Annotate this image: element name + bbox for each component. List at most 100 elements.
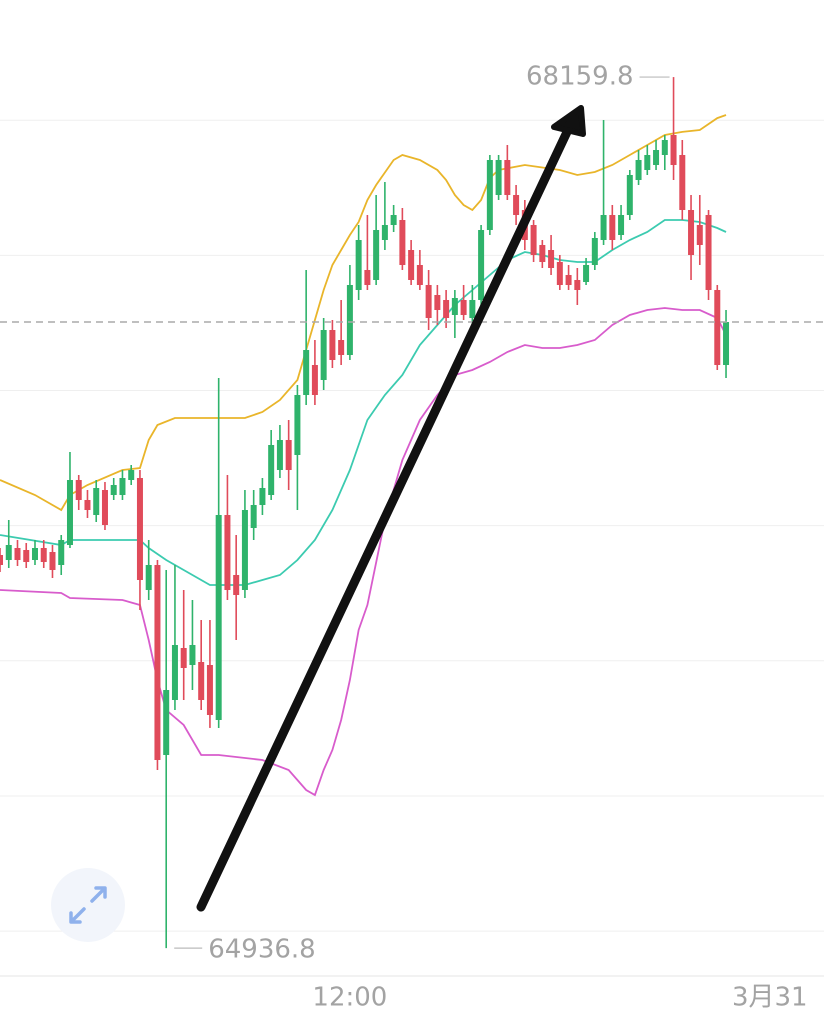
candle-body — [626, 175, 633, 215]
candle-body — [618, 215, 625, 235]
candle-body — [425, 285, 432, 318]
candle-body — [644, 155, 651, 170]
trend-arrow — [196, 105, 586, 912]
candle-body — [565, 275, 572, 285]
candle-body — [84, 500, 91, 510]
candle-body — [250, 505, 257, 528]
candle-body — [434, 295, 441, 310]
candle-body — [215, 515, 222, 720]
candle-body — [495, 160, 502, 195]
candle-body — [399, 220, 406, 265]
candle-body — [75, 480, 82, 500]
candle-body — [556, 262, 563, 285]
candle-body — [189, 645, 196, 665]
candle-body — [460, 300, 467, 315]
candle-body — [451, 298, 458, 315]
candle-body — [23, 550, 30, 562]
candles — [0, 77, 730, 949]
candle-body — [259, 488, 266, 505]
bollinger-band — [0, 307, 727, 797]
candle-body — [14, 548, 21, 560]
candle-body — [688, 210, 695, 255]
candle-body — [311, 365, 318, 395]
candle-body — [478, 230, 485, 300]
candle-body — [268, 445, 275, 495]
candle-body — [276, 440, 283, 470]
candle-body — [364, 270, 371, 285]
candle-body — [163, 690, 170, 755]
candle-body — [661, 140, 668, 155]
candle-body — [93, 488, 100, 515]
arrow-shaft — [196, 127, 572, 912]
candle-body — [583, 265, 590, 282]
expand-icon[interactable] — [69, 886, 107, 924]
candle-body — [600, 215, 607, 240]
candle-body — [513, 195, 520, 215]
candle-body — [408, 250, 415, 280]
candle-body — [539, 245, 546, 262]
max-label: 68159.8 — [526, 62, 634, 92]
bollinger-band — [0, 219, 727, 586]
candle-body — [670, 135, 677, 165]
candle-body — [180, 648, 187, 668]
candle-body — [128, 470, 135, 480]
candle-body — [705, 215, 712, 290]
expand-button[interactable] — [51, 868, 125, 942]
candle-body — [591, 238, 598, 265]
candle-body — [635, 160, 642, 180]
candle-body — [320, 330, 327, 380]
candle-body — [285, 440, 292, 470]
candle-body — [241, 510, 248, 590]
candle-body — [338, 340, 345, 355]
candle-body — [119, 478, 126, 495]
candle-body — [154, 565, 161, 760]
candle-body — [49, 552, 56, 570]
candle-body — [355, 240, 362, 290]
annotations: 12:00 3月31 68159.8 64936.8 — [0, 62, 824, 1013]
candle-body — [574, 280, 581, 290]
candle-body — [486, 160, 493, 230]
candle-body — [609, 215, 616, 240]
candle-body — [653, 150, 660, 165]
candle-body — [390, 215, 397, 225]
candle-body — [548, 250, 555, 268]
expand-button-bg[interactable] — [51, 868, 125, 942]
candle-body — [373, 230, 380, 280]
candle-body — [416, 265, 423, 285]
candle-body — [381, 225, 388, 240]
x-tick-label: 12:00 — [312, 983, 387, 1011]
candle-body — [198, 662, 205, 700]
candle-body — [66, 480, 73, 545]
candle-body — [696, 225, 703, 245]
candle-body — [679, 155, 686, 210]
candle-body — [40, 548, 47, 562]
candle-body — [714, 290, 721, 365]
candle-body — [346, 285, 353, 355]
candle-body — [31, 548, 38, 560]
candle-body — [5, 545, 12, 560]
candle-body — [294, 395, 301, 455]
candle-body — [58, 540, 65, 565]
x-tick-label: 3月31 — [732, 983, 808, 1011]
candle-body — [0, 555, 3, 565]
min-label: 64936.8 — [208, 935, 316, 965]
candle-body — [329, 330, 336, 360]
candle-body — [110, 485, 117, 495]
candle-body — [530, 225, 537, 255]
candle-body — [469, 300, 476, 318]
candle-body — [303, 350, 310, 395]
candle-body — [206, 665, 213, 715]
arrow-head — [551, 105, 586, 137]
candle-body — [723, 322, 730, 365]
candle-body — [171, 645, 178, 700]
bands — [0, 114, 727, 797]
candle-body — [136, 478, 143, 580]
candle-body — [443, 300, 450, 318]
candle-body — [224, 515, 231, 590]
bollinger-band — [0, 114, 727, 512]
candle-body — [233, 575, 240, 595]
candle-body — [101, 490, 108, 525]
candle-body — [145, 565, 152, 590]
